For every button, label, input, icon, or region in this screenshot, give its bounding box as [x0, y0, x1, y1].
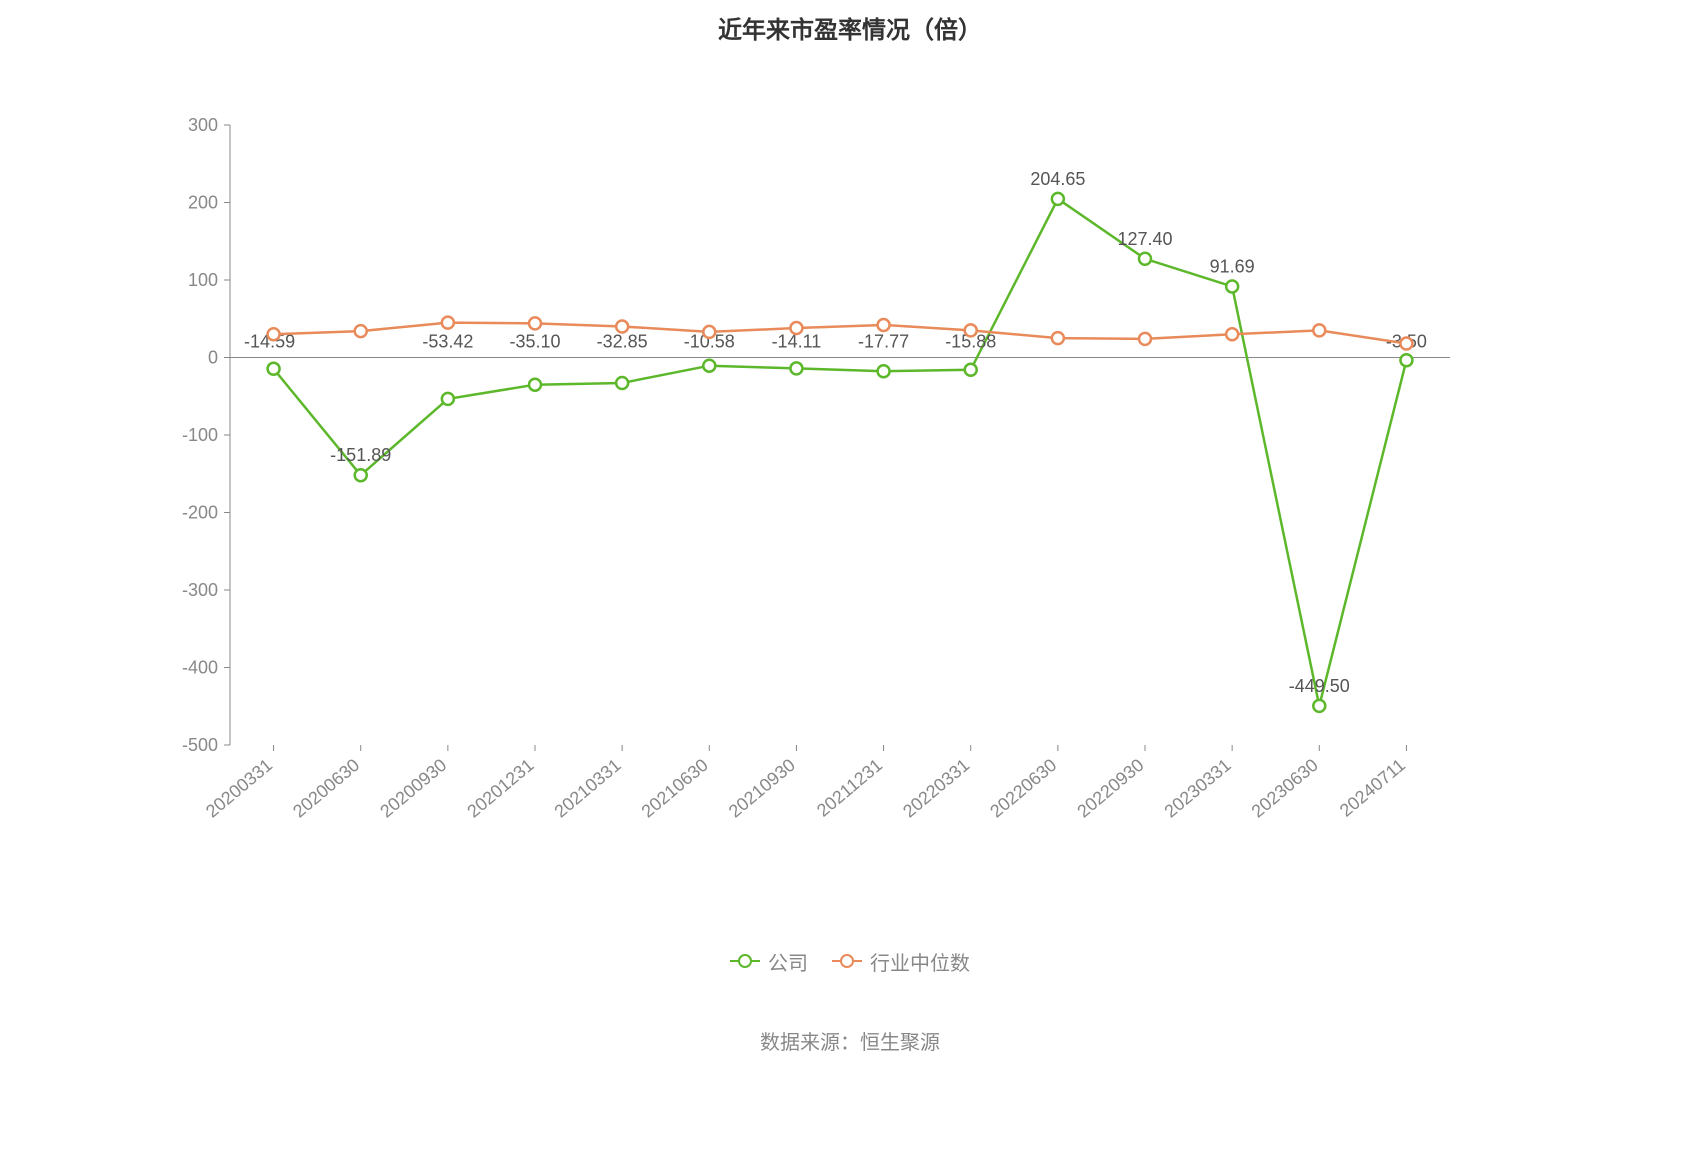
series-marker	[1052, 193, 1064, 205]
x-tick-label: 20210331	[551, 755, 625, 822]
series-marker	[1226, 328, 1238, 340]
value-label: 127.40	[1117, 229, 1172, 249]
legend-label: 公司	[768, 947, 808, 976]
series-marker	[965, 324, 977, 336]
series-marker	[1139, 253, 1151, 265]
chart-plot-area: -500-400-300-200-10001002003002020033120…	[0, 45, 1700, 925]
chart-title: 近年来市盈率情况（倍）	[0, 0, 1700, 45]
series-marker	[268, 363, 280, 375]
x-tick-label: 20210630	[638, 755, 712, 822]
series-marker	[1313, 324, 1325, 336]
series-marker	[616, 321, 628, 333]
y-tick-label: 100	[188, 270, 218, 290]
value-label: -151.89	[330, 445, 391, 465]
value-label: -32.85	[597, 332, 648, 352]
y-tick-label: -100	[182, 425, 218, 445]
x-tick-label: 20230331	[1161, 755, 1235, 822]
y-tick-label: -500	[182, 735, 218, 755]
value-label: -53.42	[422, 332, 473, 352]
value-label: -17.77	[858, 332, 909, 352]
data-source-label: 数据来源：恒生聚源	[0, 1026, 1700, 1055]
y-tick-label: 0	[208, 348, 218, 368]
series-marker	[878, 319, 890, 331]
value-label: 91.69	[1210, 256, 1255, 276]
legend-item[interactable]: 公司	[730, 947, 808, 976]
series-marker	[529, 379, 541, 391]
series-marker	[442, 393, 454, 405]
x-tick-label: 20200930	[376, 755, 450, 822]
x-tick-label: 20240711	[1336, 755, 1409, 821]
series-marker	[790, 362, 802, 374]
y-tick-label: 200	[188, 193, 218, 213]
chart-legend: 公司 行业中位数	[0, 945, 1700, 976]
legend-marker-icon	[832, 960, 862, 962]
series-marker	[790, 322, 802, 334]
legend-label: 行业中位数	[870, 947, 970, 976]
legend-marker-circle-icon	[842, 956, 852, 966]
series-marker	[1400, 354, 1412, 366]
x-tick-label: 20211231	[813, 755, 886, 821]
y-tick-label: 300	[188, 115, 218, 135]
x-tick-label: 20200630	[289, 755, 363, 822]
series-marker	[529, 317, 541, 329]
series-marker	[703, 326, 715, 338]
series-marker	[616, 377, 628, 389]
series-marker	[442, 317, 454, 329]
value-label: 204.65	[1030, 169, 1085, 189]
x-tick-label: 20201231	[463, 755, 537, 822]
legend-marker-icon	[730, 960, 760, 962]
x-tick-label: 20220331	[899, 755, 973, 822]
x-tick-label: 20230630	[1248, 755, 1322, 822]
series-marker	[703, 360, 715, 372]
data-source-prefix: 数据来源：	[760, 1032, 860, 1054]
legend-marker-circle-icon	[740, 956, 750, 966]
data-source-value: 恒生聚源	[860, 1032, 940, 1054]
x-tick-label: 20220930	[1073, 755, 1147, 822]
series-marker	[1313, 700, 1325, 712]
series-marker	[355, 469, 367, 481]
series-marker	[965, 364, 977, 376]
series-marker	[1139, 333, 1151, 345]
y-tick-label: -200	[182, 503, 218, 523]
y-tick-label: -400	[182, 658, 218, 678]
x-tick-label: 20210930	[725, 755, 799, 822]
series-marker	[355, 325, 367, 337]
series-marker	[1226, 280, 1238, 292]
series-marker	[1052, 332, 1064, 344]
x-tick-label: 20200331	[202, 755, 276, 822]
y-tick-label: -300	[182, 580, 218, 600]
series-marker	[268, 328, 280, 340]
legend-item[interactable]: 行业中位数	[832, 947, 970, 976]
x-tick-label: 20220630	[986, 755, 1060, 822]
series-marker	[878, 365, 890, 377]
value-label: -449.50	[1289, 676, 1350, 696]
series-marker	[1400, 338, 1412, 350]
pe-ratio-chart: 近年来市盈率情况（倍） -500 -400 -300 -200 -100 0 100 200 3…	[0, 0, 1700, 1150]
value-label: -35.10	[509, 332, 560, 352]
